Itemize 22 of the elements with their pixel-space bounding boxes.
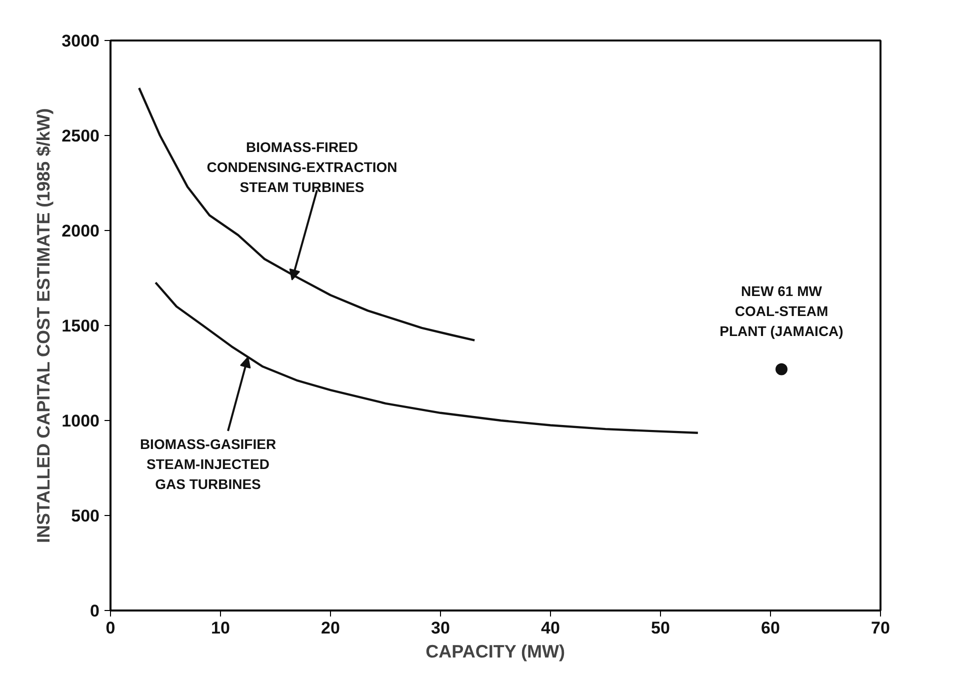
x-tick-label: 50 (651, 618, 670, 638)
x-axis-title: CAPACITY (MW) (426, 642, 566, 662)
y-tick-label: 3000 (62, 32, 100, 50)
text: NEW 61 MW COAL-STEAM PLANT (JAMAICA) (720, 283, 844, 340)
x-tick-label: 10 (211, 618, 230, 638)
line-series (154, 281, 699, 434)
x-tick-label: 70 (871, 618, 890, 638)
y-tick-label: 2000 (62, 222, 100, 240)
line-series (138, 86, 476, 342)
y-tick-label: 1000 (62, 412, 100, 430)
annotation: BIOMASS-GASIFIER STEAM-INJECTED GAS TURBINES (140, 436, 276, 492)
y-tick-label: 1500 (62, 316, 100, 336)
y-tick-label: 500 (71, 506, 100, 526)
y-axis-title: INSTALLED CAPITAL COST ESTIMATE (1985 $/kW) (34, 108, 54, 544)
x-tick-label: 40 (541, 618, 560, 638)
x-tick-label: 0 (106, 618, 116, 638)
x-tick-label: 30 (431, 618, 450, 638)
x-tick-label: 60 (761, 618, 780, 638)
y-tick-label: 2500 (62, 126, 100, 146)
y-tick-label: 0 (90, 602, 100, 620)
annotation: BIOMASS-FIRED CONDENSING-EXTRACTION STEAM TURBINES (206, 138, 398, 195)
x-tick-label: 20 (321, 618, 340, 638)
